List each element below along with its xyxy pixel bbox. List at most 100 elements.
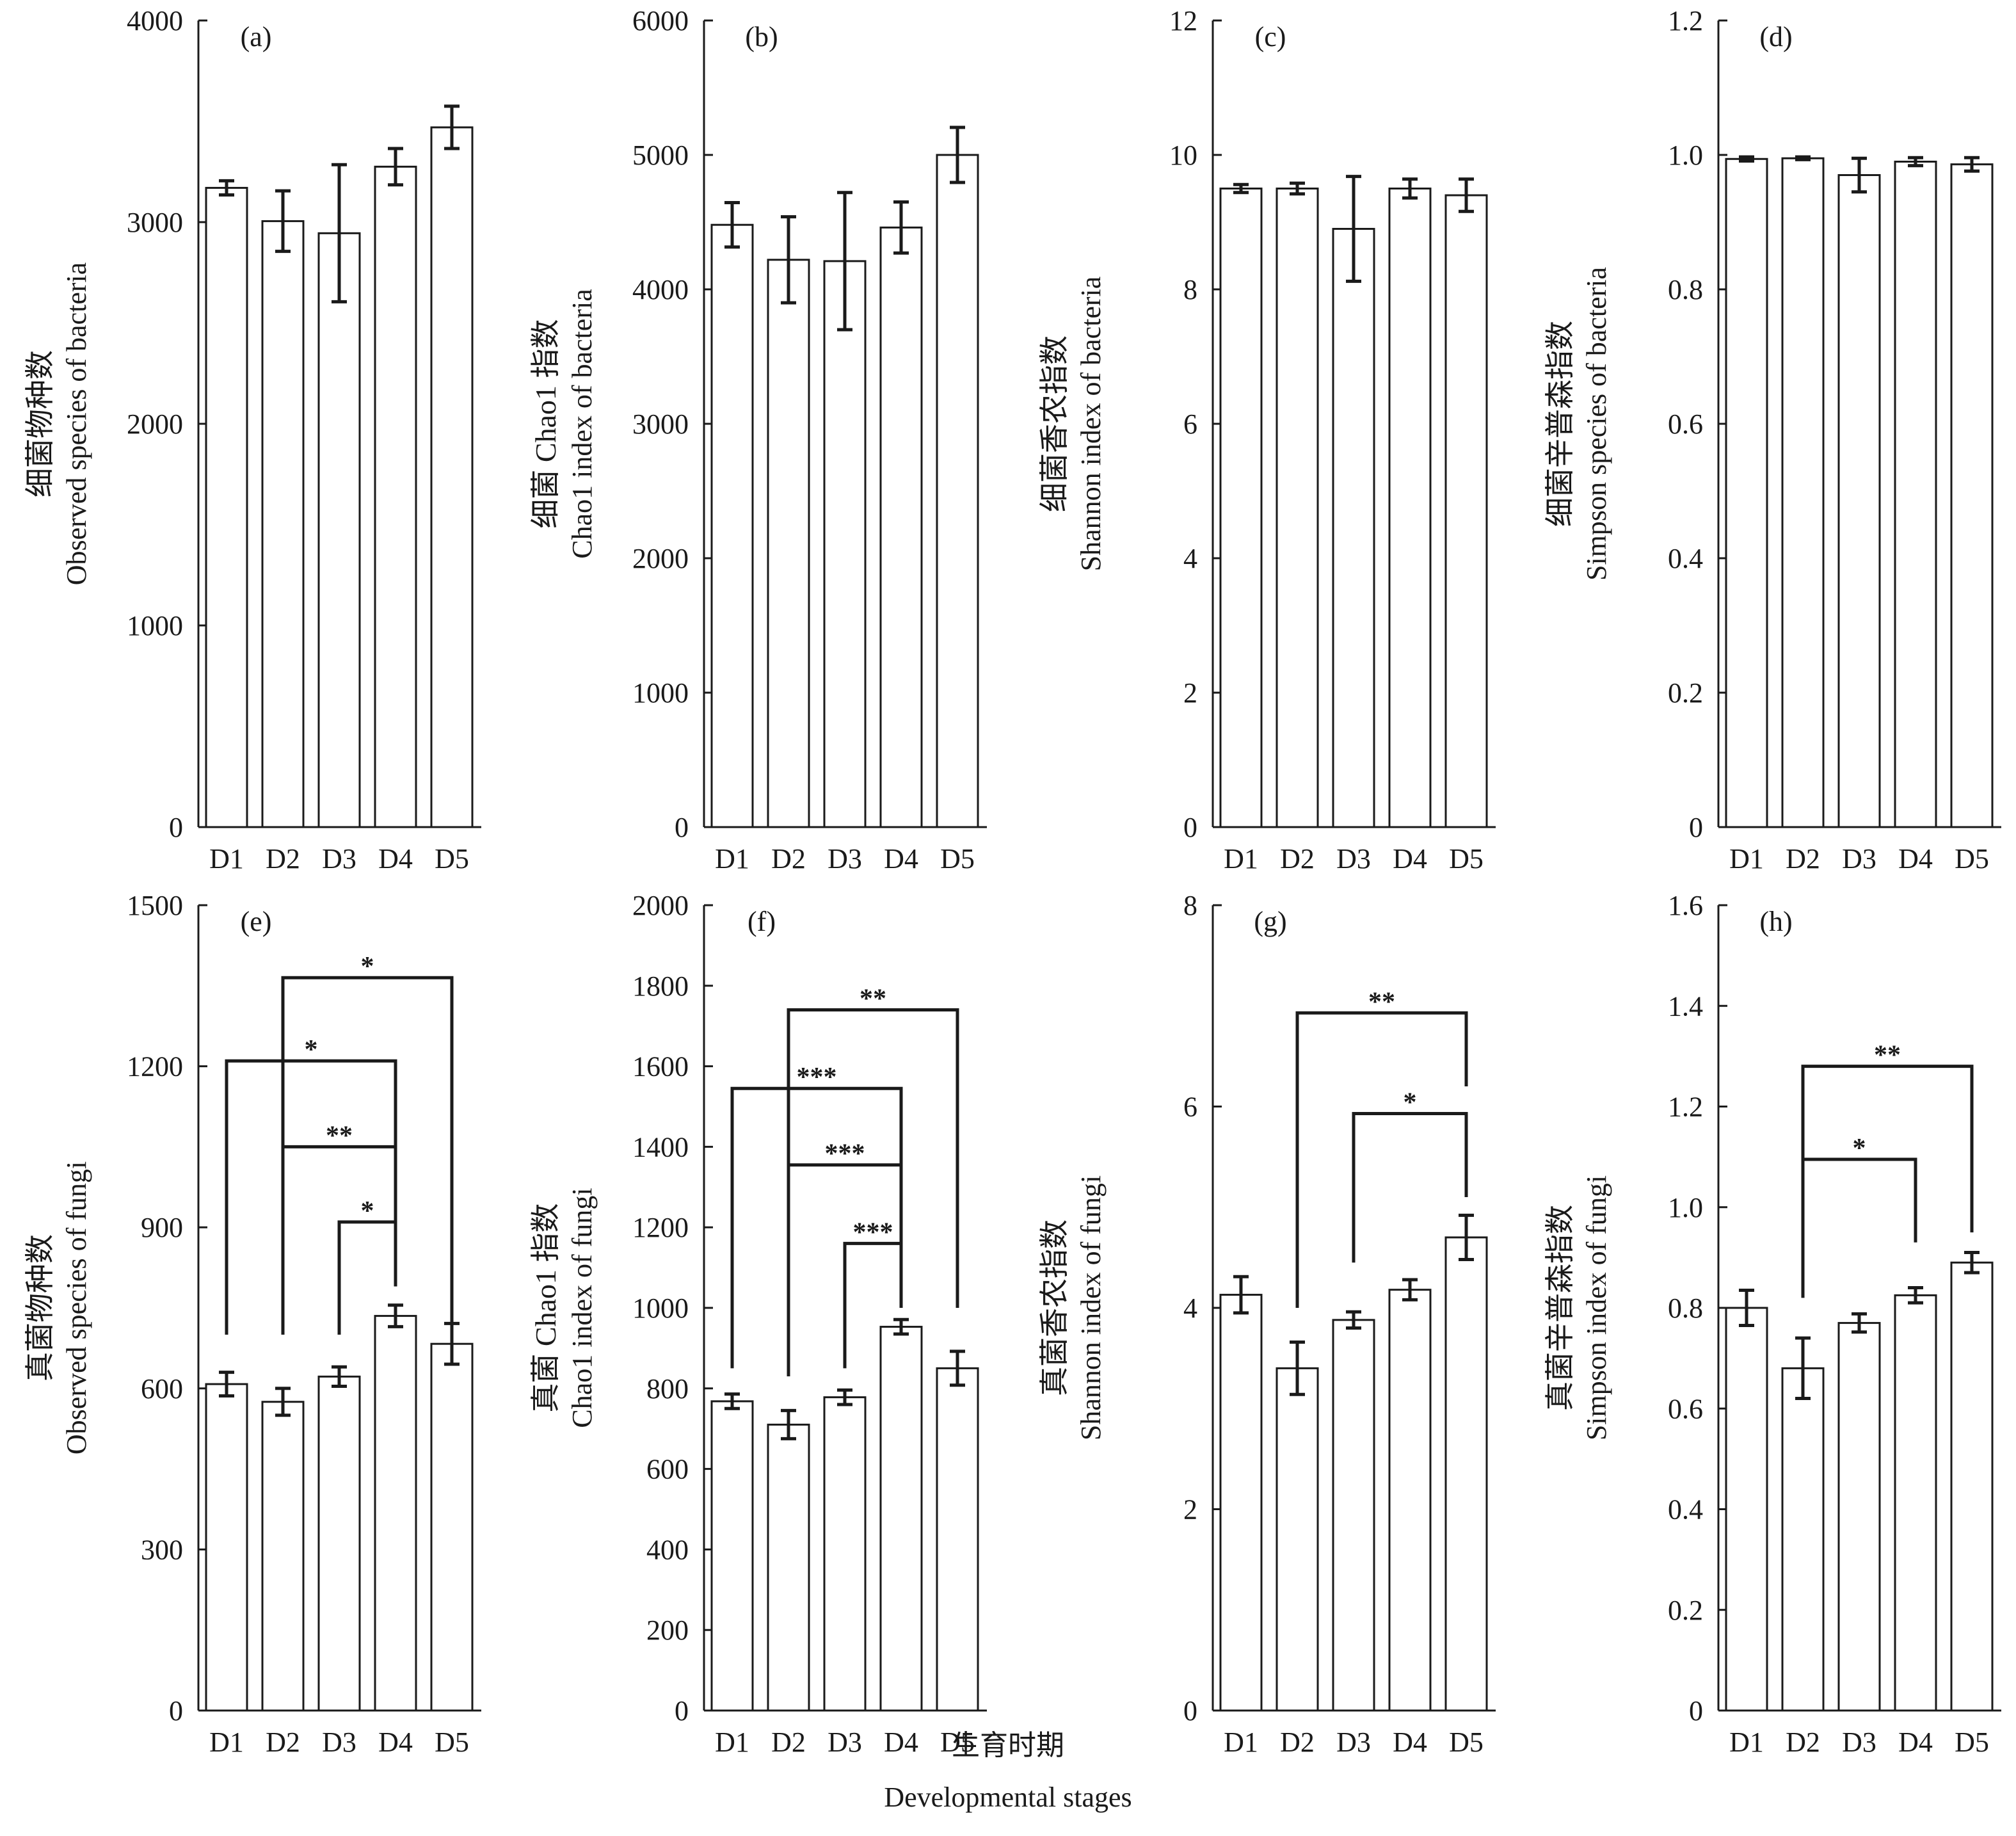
significance-stars: **: [1874, 1041, 1901, 1070]
significance-stars: *: [1853, 1134, 1866, 1163]
x-tick-label: D2: [1280, 1727, 1315, 1758]
bar: [1332, 228, 1375, 828]
chart-panel-b: 0 1000 2000 3000 4000 5000 6000 (b) 细菌 Chao1 指数 C…: [529, 5, 987, 874]
y-axis-title-chinese: 真菌物种数: [24, 1234, 56, 1381]
panel-label: (c): [1255, 21, 1286, 52]
significance-bracket: [337, 1220, 397, 1335]
panel-label: (h): [1759, 906, 1792, 937]
y-tick-label: 0: [1183, 812, 1197, 843]
bar: [1332, 1319, 1375, 1712]
y-tick-label: 0.2: [1668, 1595, 1703, 1626]
significance-stars: **: [1368, 987, 1395, 1017]
y-tick-label: 3000: [632, 408, 689, 440]
x-tick-label: D5: [940, 843, 975, 874]
y-tick-label: 2: [1183, 677, 1197, 709]
bar: [205, 1383, 248, 1712]
y-tick-label: 1.6: [1668, 890, 1703, 921]
chart-panel-a: 0 1000 2000 3000 4000 (a) 细菌物种数 Observed specie…: [24, 5, 481, 874]
bar: [374, 1315, 417, 1712]
x-tick-label: D2: [266, 1727, 300, 1758]
x-tick-label: D3: [322, 1727, 356, 1758]
bar: [1725, 157, 1768, 828]
x-tick-label: D4: [884, 843, 918, 874]
x-tick-label: D5: [1955, 843, 1989, 874]
bar: [374, 165, 417, 828]
bar: [1388, 188, 1432, 828]
y-tick-label: 2000: [127, 408, 183, 440]
x-axis-title-english: Developmental stages: [884, 1782, 1132, 1813]
x-tick-label: D1: [1729, 843, 1764, 874]
y-tick-label: 0: [1689, 812, 1703, 843]
x-tick-label: D4: [1393, 843, 1427, 874]
bar: [823, 1396, 867, 1712]
bar: [1276, 1367, 1319, 1712]
chart-panel-g: 0 2 4 6 8 (g) 真菌香农指数 Shannon index of fungi D1 D2…: [1038, 890, 1496, 1758]
bar: [767, 259, 810, 828]
significance-bracket: [843, 1241, 903, 1369]
x-tick-label: D3: [1336, 843, 1371, 874]
bar: [1950, 163, 1994, 828]
panel-label: (b): [745, 21, 778, 52]
y-tick-label: 300: [141, 1534, 183, 1565]
bar: [936, 1367, 979, 1712]
y-tick-label: 400: [646, 1534, 689, 1565]
y-tick-label: 6: [1183, 408, 1197, 440]
y-axis-title-english: Observed species of fungi: [61, 1161, 92, 1454]
x-tick-label: D1: [1729, 1727, 1764, 1758]
y-tick-label: 1000: [632, 677, 689, 709]
y-tick-label: 6: [1183, 1091, 1197, 1123]
y-tick-label: 2000: [632, 890, 689, 921]
y-tick-label: 0.2: [1668, 677, 1703, 709]
panel-label: (g): [1254, 906, 1286, 937]
significance-bracket: [1295, 1011, 1468, 1308]
x-tick-label: D4: [884, 1727, 918, 1758]
y-tick-label: 2000: [632, 543, 689, 574]
x-tick-label: D2: [1786, 1727, 1820, 1758]
y-tick-label: 600: [646, 1454, 689, 1485]
significance-stars: *: [361, 1196, 374, 1226]
y-tick-label: 0.8: [1668, 274, 1703, 305]
y-axis-title-english: Shannon index of fungi: [1075, 1175, 1107, 1440]
x-tick-label: D2: [1280, 843, 1315, 874]
y-tick-label: 1800: [632, 970, 689, 1002]
y-tick-label: 1000: [127, 610, 183, 641]
x-tick-label: D3: [1842, 1727, 1876, 1758]
y-tick-label: 0.6: [1668, 1393, 1703, 1424]
bar: [261, 220, 305, 828]
chart-panel-h: 0 0.2 0.4 0.6 0.8 1.0 1.2 1.4 1.6 (h) 真菌辛普森指数 Simps…: [1544, 890, 2001, 1758]
y-tick-label: 0.4: [1668, 543, 1703, 574]
y-axis-title-english: Simpson index of fungi: [1581, 1175, 1612, 1440]
y-tick-label: 0: [675, 1695, 689, 1727]
y-tick-label: 1.2: [1668, 1091, 1703, 1123]
bar: [1894, 161, 1937, 828]
y-tick-label: 3000: [127, 207, 183, 238]
y-tick-label: 1.0: [1668, 140, 1703, 171]
x-tick-label: D3: [1842, 843, 1876, 874]
y-axis-title-chinese: 细菌物种数: [24, 350, 56, 497]
significance-stars: *: [361, 952, 374, 981]
panel-label: (e): [241, 906, 272, 937]
y-axis-title-english: Observed species of bacteria: [61, 262, 92, 586]
y-axis-title-chinese: 细菌香农指数: [1038, 335, 1071, 512]
bar: [1894, 1294, 1937, 1712]
y-tick-label: 1500: [127, 890, 183, 921]
significance-bracket: [1352, 1112, 1468, 1263]
significance-stars: ***: [853, 1218, 893, 1247]
y-tick-label: 1200: [127, 1051, 183, 1083]
y-axis-title-english: Chao1 index of fungi: [566, 1188, 598, 1428]
y-tick-label: 1600: [632, 1051, 689, 1083]
significance-stars: *: [305, 1035, 318, 1065]
bar: [710, 1400, 754, 1712]
bar: [430, 1342, 474, 1712]
bar: [317, 232, 361, 828]
x-tick-label: D5: [435, 843, 469, 874]
bar: [767, 1423, 810, 1712]
y-axis-title-chinese: 真菌 Chao1 指数: [529, 1203, 562, 1412]
bar: [1444, 1236, 1488, 1712]
significance-bracket: [281, 1145, 397, 1335]
bar: [1219, 188, 1263, 828]
panel-label: (d): [1759, 21, 1792, 52]
significance-bracket: [787, 1163, 903, 1376]
bar: [1725, 1307, 1768, 1712]
